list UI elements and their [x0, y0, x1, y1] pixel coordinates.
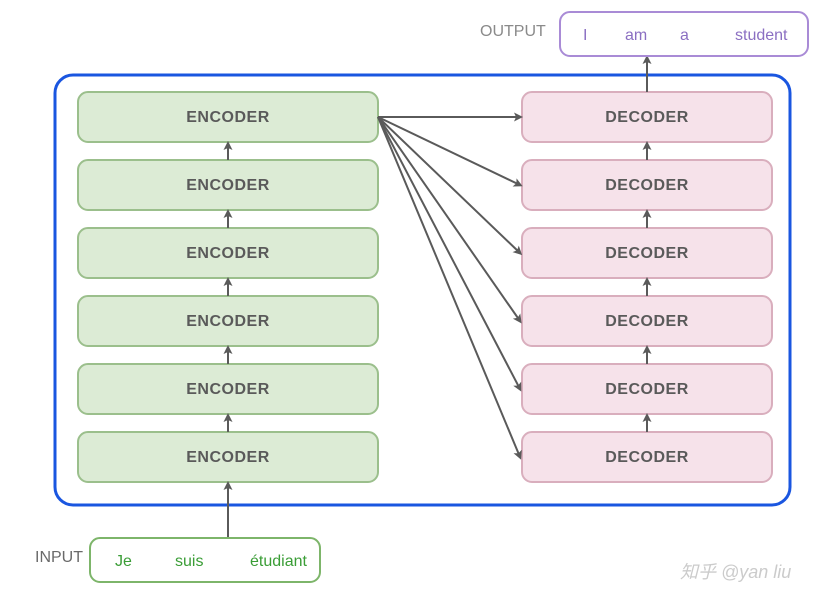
- enc-to-dec-arrow: [378, 117, 520, 321]
- watermark: 知乎 @yan liu: [680, 562, 791, 582]
- decoder-label: DECODER: [605, 449, 689, 466]
- output-token: student: [735, 27, 788, 44]
- encoder-label: ENCODER: [186, 177, 270, 194]
- input-label: INPUT: [35, 549, 83, 566]
- decoder-label: DECODER: [605, 245, 689, 262]
- decoder-label: DECODER: [605, 381, 689, 398]
- encoder-label: ENCODER: [186, 313, 270, 330]
- enc-to-dec-arrow: [378, 117, 520, 457]
- input-token: Je: [115, 553, 132, 570]
- encoder-label: ENCODER: [186, 245, 270, 262]
- transformer-diagram: ENCODER ENCODER ENCODER ENCODER ENCODER ENCOD…: [0, 0, 840, 596]
- decoder-label: DECODER: [605, 177, 689, 194]
- encoder-label: ENCODER: [186, 109, 270, 126]
- output-label: OUTPUT: [480, 23, 546, 40]
- input-token: suis: [175, 553, 203, 570]
- output-token: am: [625, 27, 647, 44]
- input-token: étudiant: [250, 553, 307, 570]
- decoder-label: DECODER: [605, 109, 689, 126]
- encoder-label: ENCODER: [186, 449, 270, 466]
- enc-to-dec-arrow: [378, 117, 520, 389]
- encoder-label: ENCODER: [186, 381, 270, 398]
- output-token: a: [680, 27, 689, 44]
- output-token: I: [583, 27, 587, 44]
- enc-to-dec-arrow: [378, 117, 520, 253]
- enc-to-dec-arrow: [378, 117, 520, 185]
- decoder-label: DECODER: [605, 313, 689, 330]
